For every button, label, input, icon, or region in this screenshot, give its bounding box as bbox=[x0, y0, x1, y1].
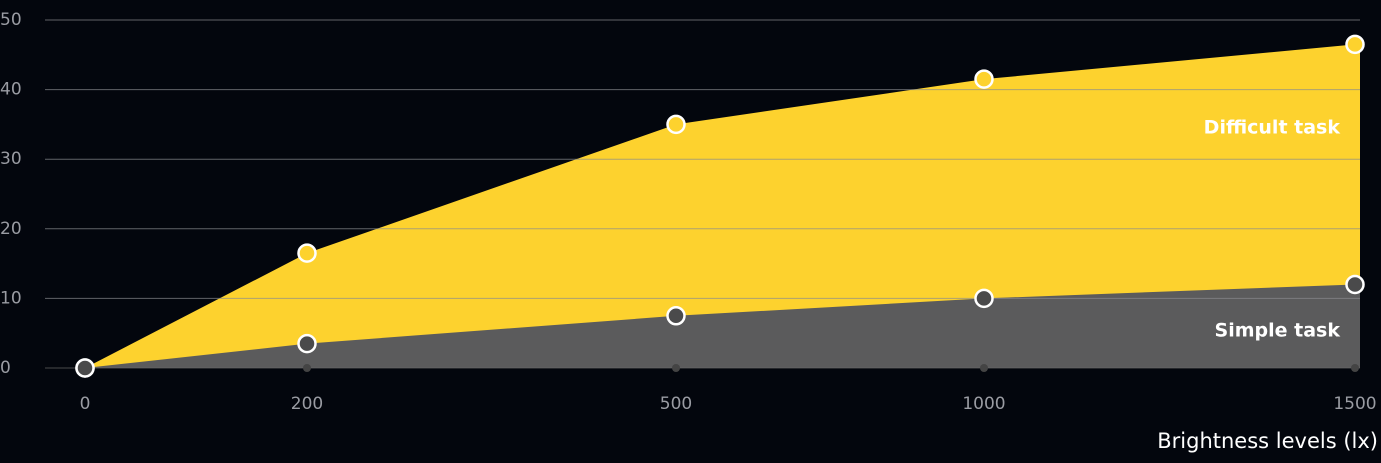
x-tick-dot bbox=[980, 364, 988, 372]
point bbox=[974, 288, 994, 309]
x-axis-label: Brightness levels (lx) bbox=[1157, 429, 1378, 453]
y-tick-label: 10 bbox=[0, 288, 22, 308]
x-tick-label: 1500 bbox=[1333, 394, 1376, 414]
point bbox=[297, 243, 317, 263]
x-tick-label: 1000 bbox=[962, 394, 1005, 414]
area bbox=[55, 284, 1360, 368]
x-tick-label: 200 bbox=[291, 394, 323, 414]
y-tick-label: 50 bbox=[0, 10, 22, 30]
point bbox=[75, 358, 95, 378]
point bbox=[1345, 274, 1365, 295]
point bbox=[974, 69, 994, 89]
y-tick-label: 20 bbox=[0, 219, 22, 239]
point bbox=[1345, 34, 1365, 55]
area bbox=[55, 44, 1360, 369]
x-tick-label: 0 bbox=[80, 394, 91, 414]
x-tick-label: 500 bbox=[660, 394, 692, 414]
x-tick-dot bbox=[1351, 364, 1359, 372]
y-tick-label: 0 bbox=[0, 358, 11, 378]
series-label: Simple task bbox=[1215, 320, 1341, 342]
point bbox=[297, 333, 317, 354]
x-tick-dot bbox=[303, 364, 311, 372]
point bbox=[666, 306, 686, 326]
x-tick-dot bbox=[672, 364, 680, 372]
y-tick-label: 40 bbox=[0, 80, 22, 100]
series-label: Difficult task bbox=[1204, 117, 1341, 139]
point bbox=[666, 114, 686, 135]
y-tick-label: 30 bbox=[0, 149, 22, 169]
